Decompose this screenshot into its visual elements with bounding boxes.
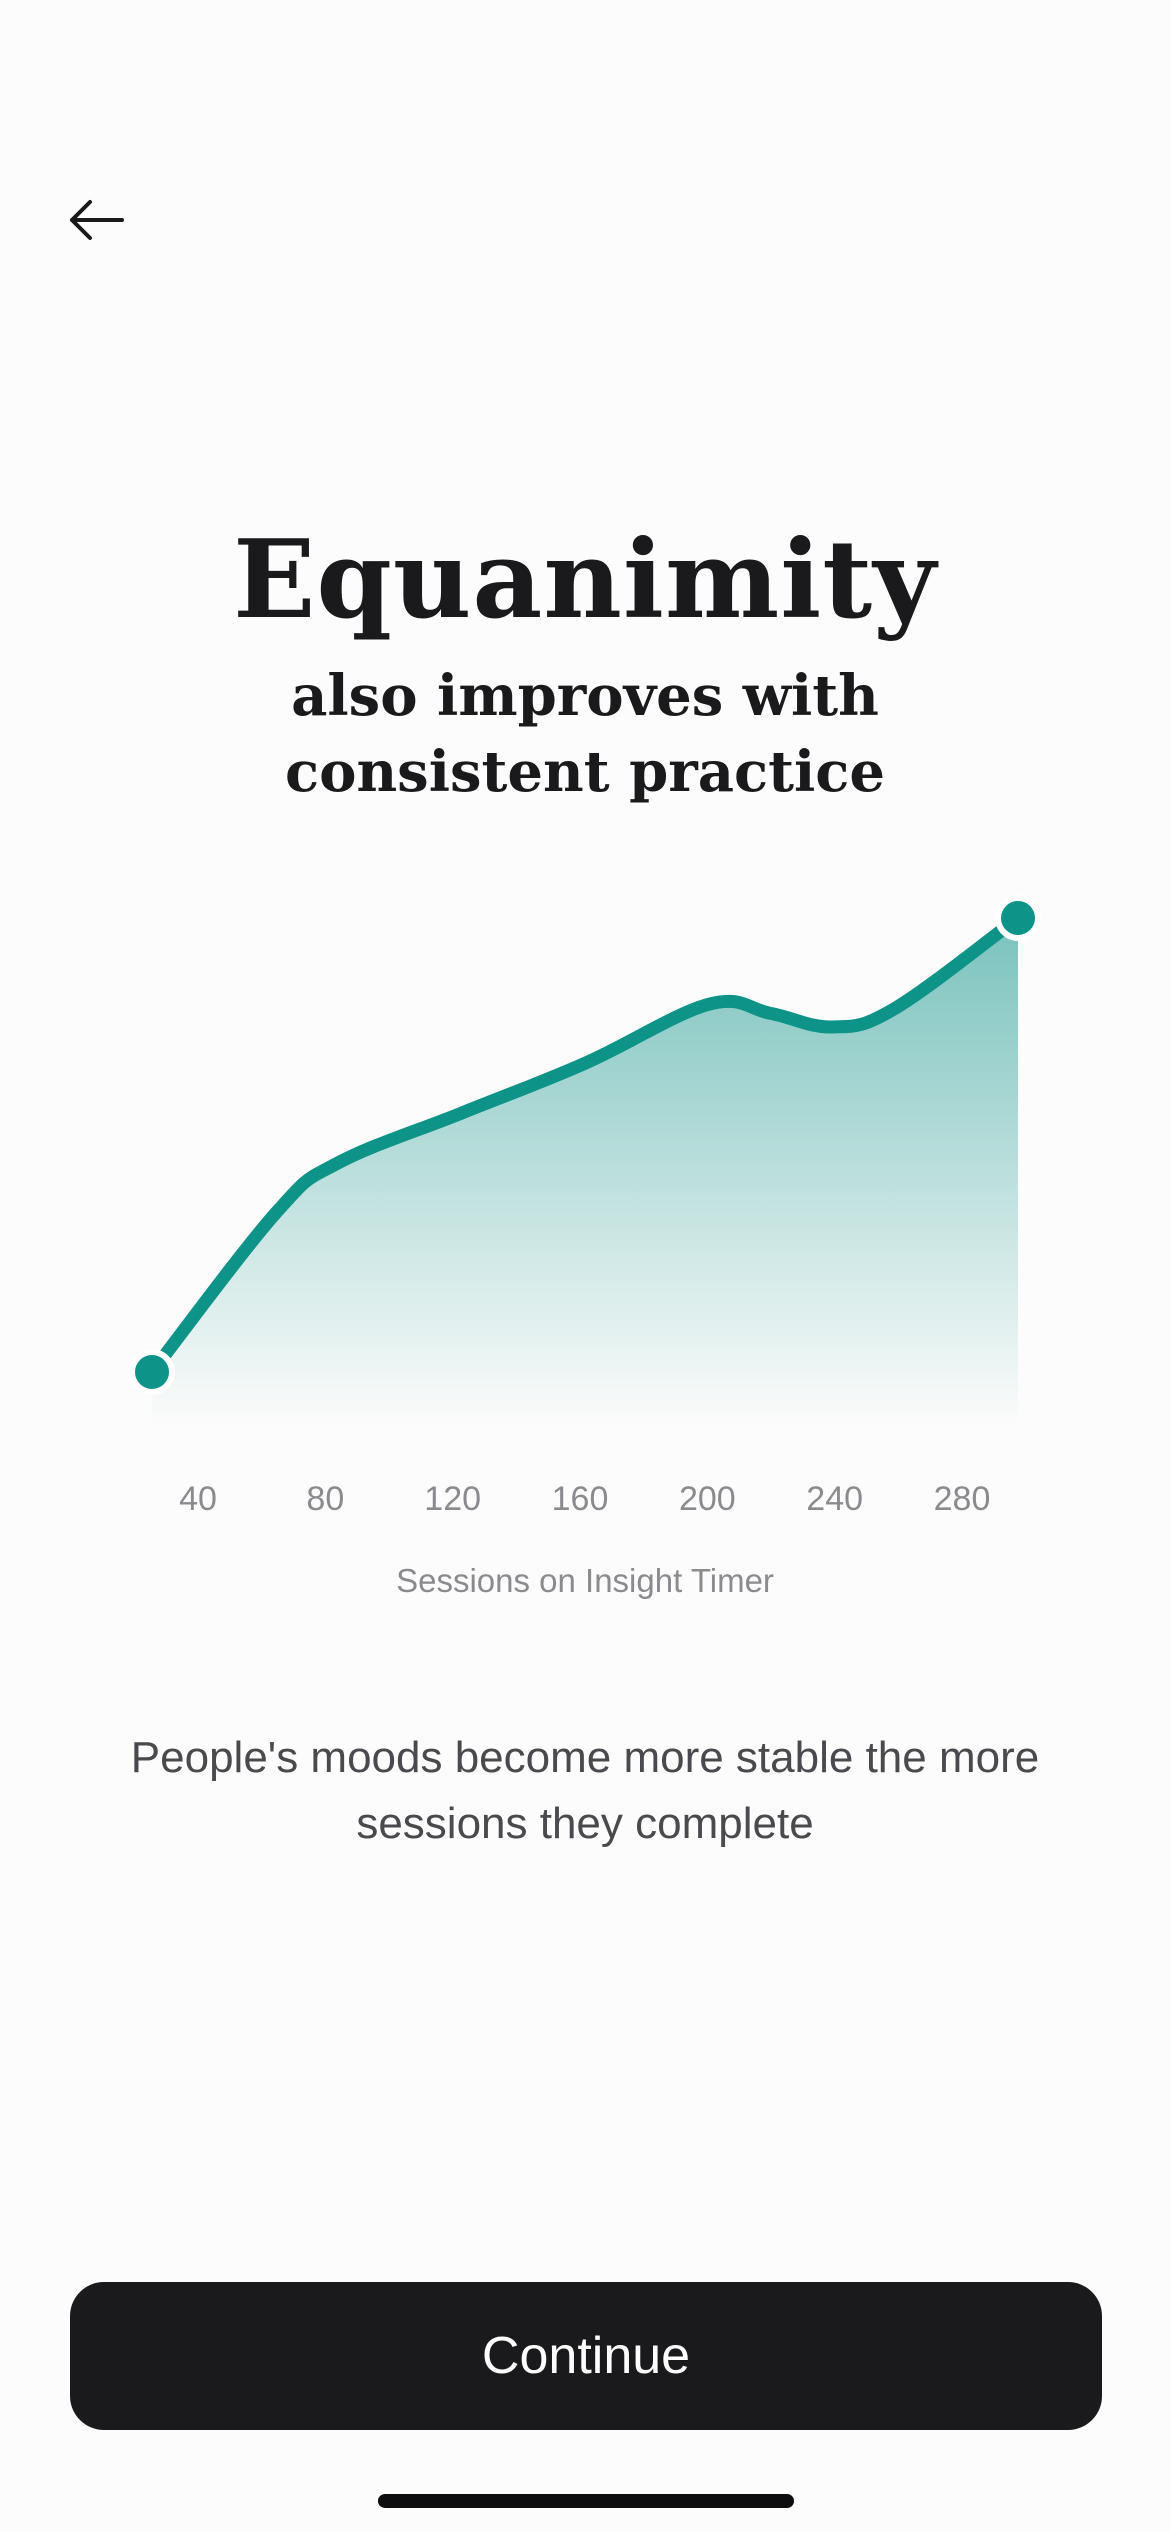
x-tick-label: 40	[179, 1480, 217, 1518]
description-text: People's moods become more stable the mo…	[130, 1733, 1040, 1848]
arrow-left-icon	[70, 200, 124, 240]
page-title: Equanimity	[233, 517, 937, 643]
x-tick-label: 80	[306, 1480, 344, 1518]
home-indicator	[378, 2494, 794, 2508]
x-tick-label: 200	[679, 1480, 736, 1518]
chart-end-point	[995, 895, 1041, 941]
x-tick-label: 240	[806, 1480, 863, 1518]
chart-series-line	[145, 911, 1025, 1379]
continue-button[interactable]: Continue	[70, 2282, 1102, 2430]
equanimity-chart: 40 80 120 160 200 240 280 Sessions on Insight …	[129, 895, 1041, 1599]
x-tick-label: 280	[934, 1480, 991, 1518]
x-tick-label: 160	[552, 1480, 609, 1518]
back-button[interactable]	[56, 180, 136, 260]
page-subtitle: also improves with consistent practice	[285, 663, 885, 805]
x-tick-label: 120	[424, 1480, 481, 1518]
chart-start-point	[129, 1349, 175, 1395]
x-axis-label: Sessions on Insight Timer	[396, 1562, 774, 1599]
chart-area-fill	[152, 918, 1018, 1430]
